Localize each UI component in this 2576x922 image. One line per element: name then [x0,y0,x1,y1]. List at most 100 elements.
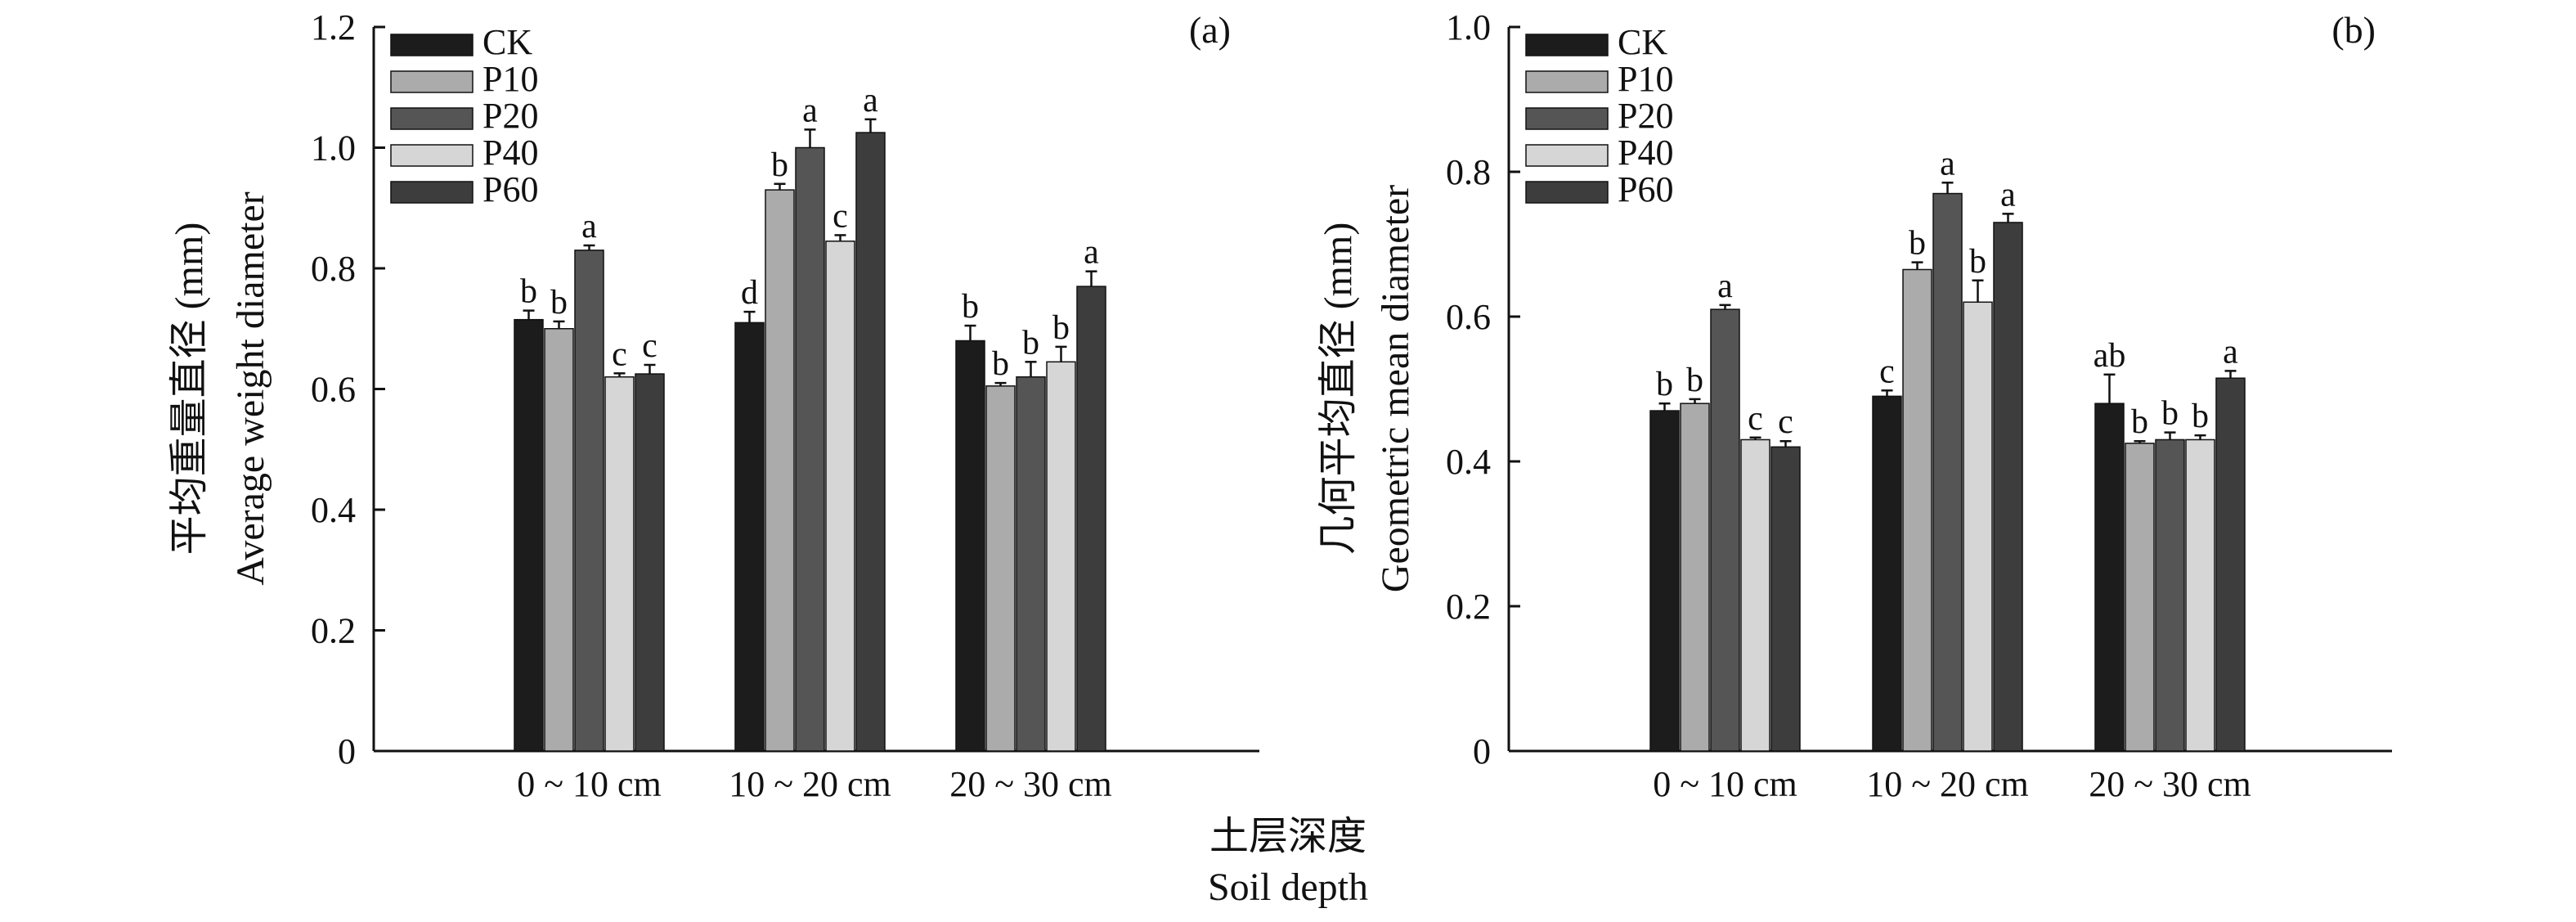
significance-letter: a [802,92,818,129]
x-tick-label: 10 ~ 20 cm [1866,764,2029,804]
significance-letter: b [1052,309,1070,347]
significance-letter: a [581,208,597,245]
x-tick-label: 10 ~ 20 cm [729,764,891,804]
legend-swatch [390,107,473,130]
y-tick-label: 0.4 [1446,442,1491,482]
significance-letter: c [1748,400,1763,438]
y-tick-label: 0.6 [311,370,356,410]
significance-letter: b [1656,366,1673,403]
significance-letter: b [771,146,788,184]
bar [2215,377,2246,752]
bar [1770,446,1801,752]
bar [765,189,795,752]
y-tick-label: 1.0 [1446,7,1491,47]
significance-letter: b [1022,324,1039,362]
legend-swatch [390,34,473,56]
significance-letter: c [642,327,657,365]
bar [855,132,886,752]
bar [955,340,985,752]
legend-swatch [390,70,473,93]
x-axis-label-en: Soil depth [1208,866,1368,909]
bar [1932,192,1963,752]
y-tick-label: 1.2 [311,7,356,47]
y-tick-label: 0.8 [1446,152,1491,192]
bar [1963,301,1993,752]
y-tick-label: 0.2 [311,611,356,651]
y-tick-label: 1.0 [311,128,356,169]
bar [514,318,544,752]
y-tick-label: 0.4 [311,490,356,530]
panel-label: (b) [2331,9,2376,51]
bar [795,146,825,752]
significance-letter: d [741,274,758,312]
legend-label: P10 [1618,59,1673,99]
bar [635,373,665,752]
bar [985,385,1016,752]
legend-swatch [1525,107,1609,130]
panel-label: (a) [1189,9,1231,51]
significance-letter: a [1940,145,1955,182]
significance-letter: b [1969,243,1986,281]
x-tick-label: 20 ~ 30 cm [2089,764,2251,804]
legend-label: CK [1618,22,1667,62]
bar [2185,439,2215,752]
bar [1902,268,1932,752]
significance-letter: c [832,197,848,235]
legend-label: CK [482,22,532,62]
legend-label: P60 [482,169,538,209]
x-tick-label: 20 ~ 30 cm [949,764,1112,804]
legend-label: P40 [1618,133,1673,173]
y-tick-label: 0.8 [311,249,356,289]
significance-letter: c [1879,353,1895,390]
bar [1740,439,1770,752]
legend-label: P10 [482,59,538,99]
bar [2094,403,2125,752]
bar [1649,410,1680,752]
significance-letter: b [520,273,537,311]
legend-swatch [1525,144,1609,167]
bar [544,328,574,752]
significance-letter: b [962,288,979,326]
significance-letter: ab [2094,337,2126,375]
significance-letter: b [550,284,568,322]
legend-swatch [390,144,473,167]
significance-letter: b [2192,398,2209,435]
significance-letter: b [1686,362,1703,399]
y-tick-label: 0.6 [1446,297,1491,337]
x-tick-label: 0 ~ 10 cm [517,764,662,804]
significance-letter: a [1717,268,1733,305]
y-tick-label: 0 [338,731,356,771]
y-tick-label: 0 [1473,731,1491,771]
bar [1016,376,1046,752]
bar [604,376,635,752]
bar [825,241,855,752]
bar [1993,222,2023,752]
bar [1710,308,1740,752]
significance-letter: b [2131,403,2148,441]
significance-letter: a [2223,333,2238,371]
legend-swatch [1525,70,1609,93]
chart-panel-a: 00.20.40.60.81.01.2b bac c0 ~ 10 cmdbaca10… [168,7,1259,804]
significance-letter: c [612,335,627,373]
legend-swatch [390,181,473,204]
significance-letter: a [2000,176,2016,214]
legend-swatch [1525,34,1609,56]
legend-label: P60 [1618,169,1673,209]
significance-letter: b [992,345,1009,383]
y-axis-label-zh: 平均重量直径 (mm) [168,223,211,555]
bar [1076,286,1106,752]
bar [1046,361,1076,752]
y-axis-label-en: Geometric mean diameter [1374,185,1417,592]
bar [1680,403,1710,752]
x-axis-label-zh: 土层深度 [1209,815,1367,858]
bar [574,250,604,752]
bar [2125,443,2155,752]
significance-letter: a [1084,234,1099,272]
legend-swatch [1525,181,1609,204]
bar [2155,439,2185,752]
significance-letter: b [1909,225,1926,263]
legend-label: P20 [1618,96,1673,136]
